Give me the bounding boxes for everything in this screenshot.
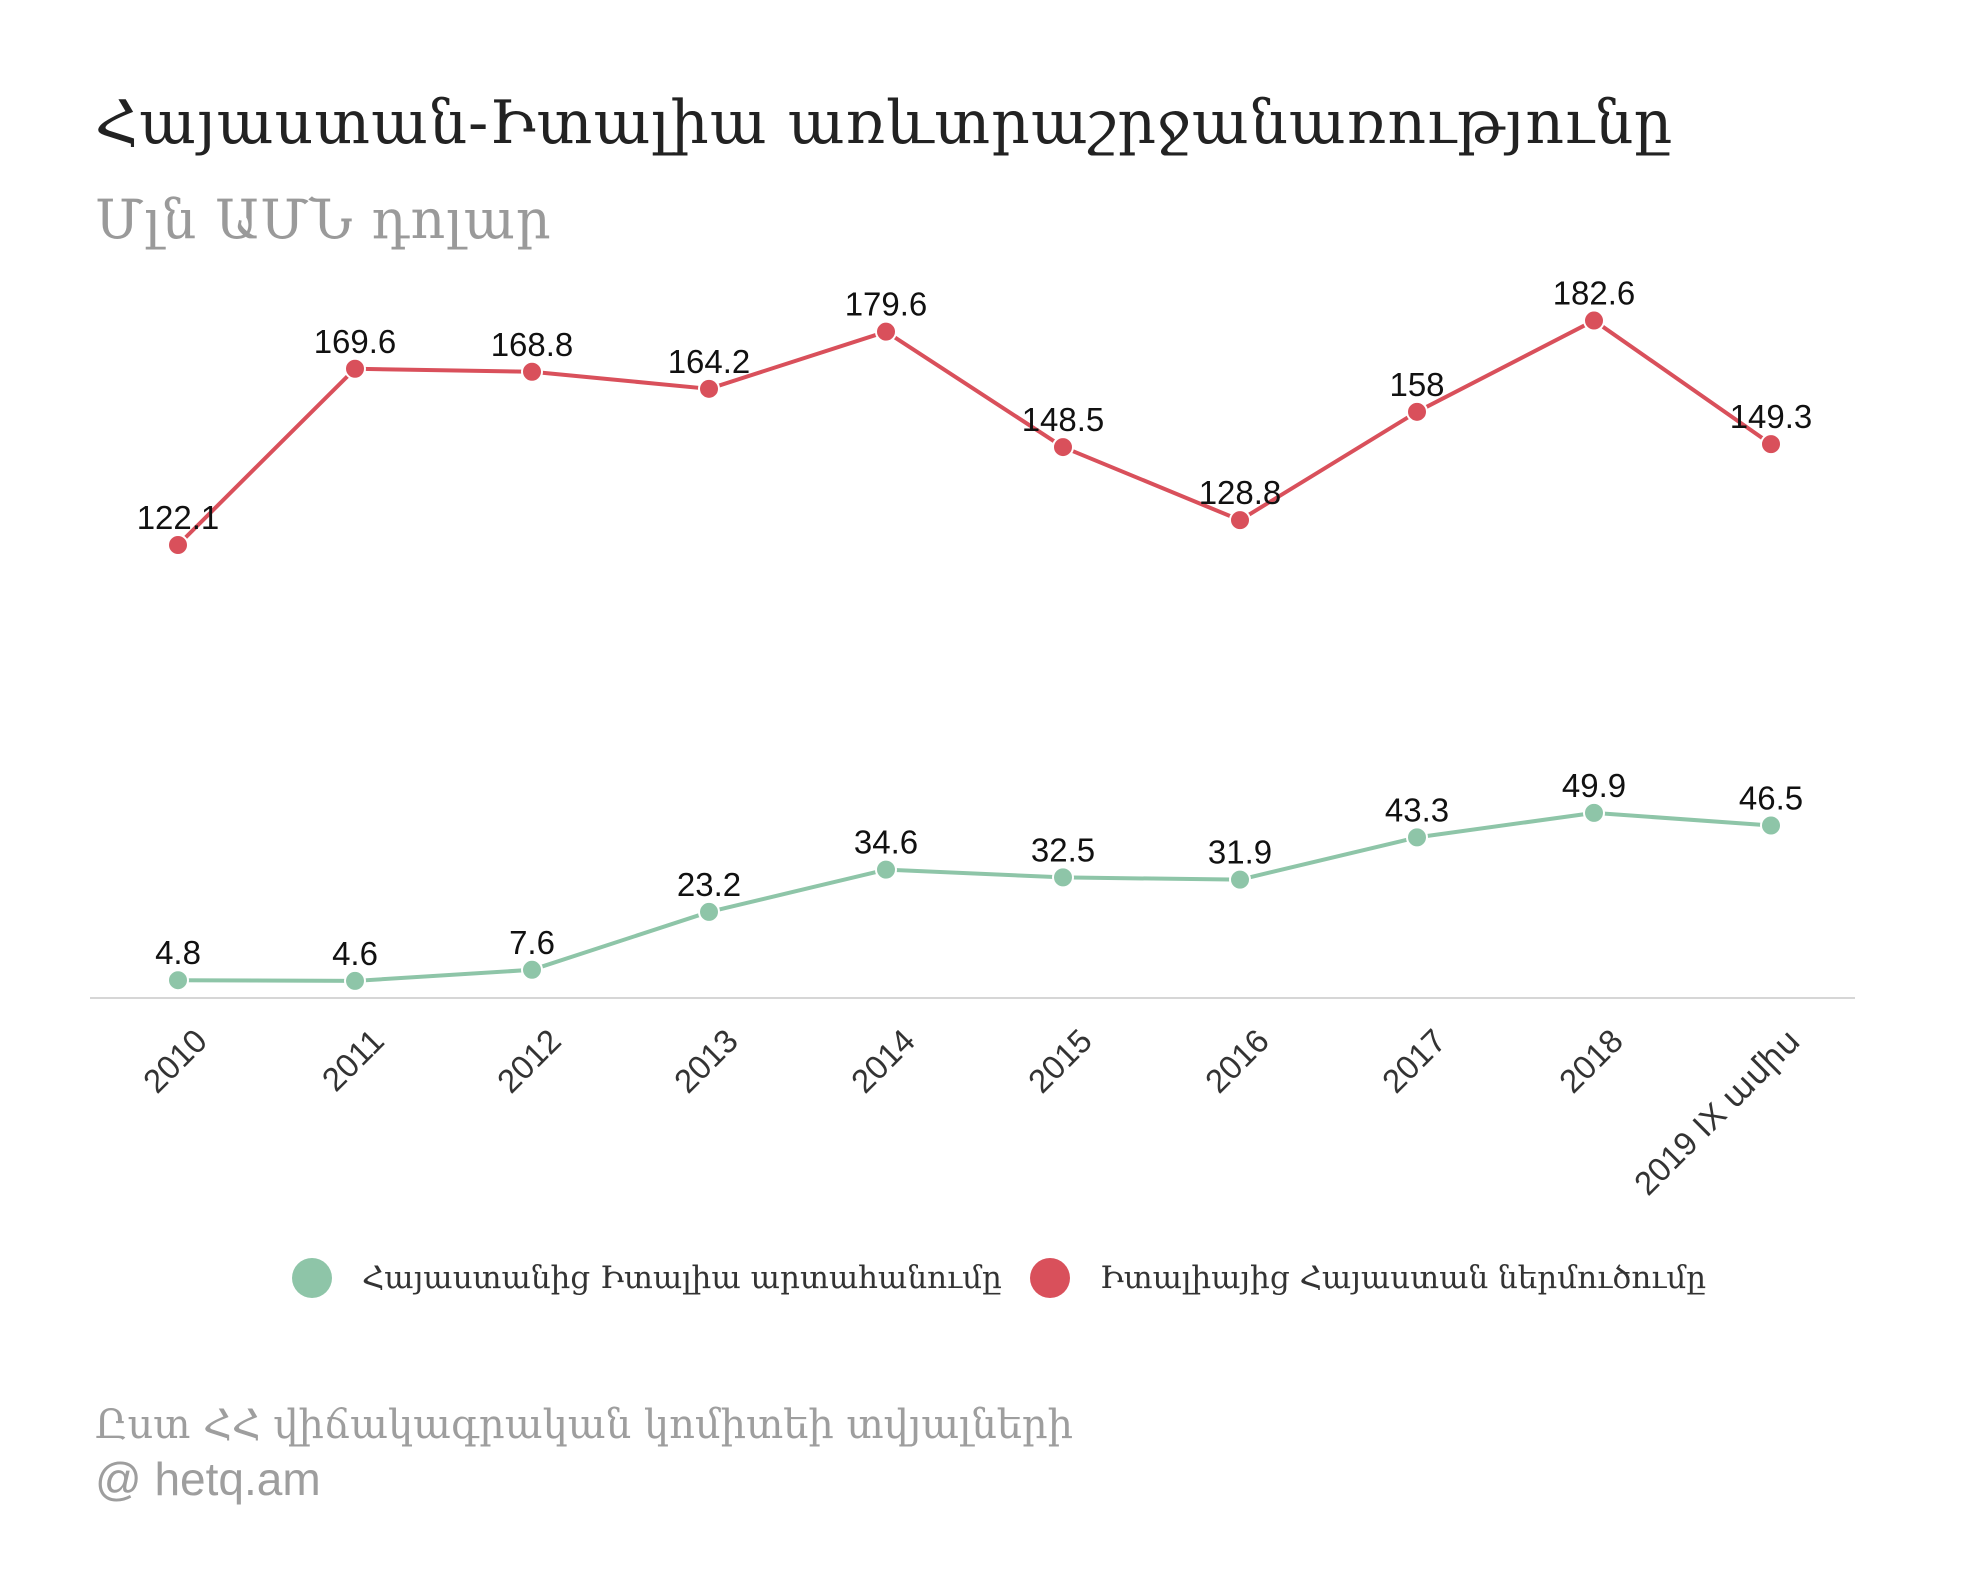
series-layer [167, 309, 1782, 992]
data-label-import: 122.1 [137, 499, 220, 536]
x-tick-label: 2013 [667, 1022, 745, 1100]
data-label-import: 182.6 [1553, 275, 1636, 312]
data-label-import: 179.6 [845, 286, 928, 323]
data-point-export[interactable] [167, 969, 189, 992]
data-label-import: 128.8 [1199, 474, 1282, 511]
data-label-export: 49.9 [1562, 767, 1626, 804]
data-label-export: 4.6 [332, 935, 378, 972]
data-point-export[interactable] [521, 958, 543, 981]
data-label-import: 164.2 [668, 343, 751, 380]
legend-swatch-export [292, 1258, 332, 1298]
data-label-layer: 4.8 4.6 7.6 23.2 34.6 32.5 31.9 43.3 49.9 46.5 122… [137, 275, 1813, 972]
legend-swatch-import [1029, 1258, 1070, 1298]
data-label-export: 4.8 [155, 934, 201, 971]
credit-link[interactable]: @ hetq.am [95, 1453, 321, 1505]
x-tick-label: 2010 [136, 1022, 214, 1100]
data-point-export[interactable] [875, 858, 897, 881]
x-tick-label: 2015 [1021, 1022, 1099, 1100]
legend-label-export: Հայաստանից Իտալիա արտահանումը [362, 1260, 1002, 1296]
data-label-export: 32.5 [1031, 831, 1095, 868]
x-tick-label: 2018 [1552, 1022, 1630, 1100]
data-label-import: 148.5 [1022, 401, 1105, 438]
data-point-import[interactable] [1760, 433, 1782, 456]
data-point-import[interactable] [698, 377, 720, 400]
data-label-export: 46.5 [1739, 779, 1803, 816]
data-label-import: 168.8 [491, 326, 574, 363]
data-point-import[interactable] [167, 534, 189, 557]
series-line-import [176, 318, 1773, 548]
chart-legend: Հայաստանից Իտալիա արտահանումը Իտալիայից … [292, 1255, 1734, 1301]
data-point-export[interactable] [1406, 826, 1428, 849]
data-label-import: 149.3 [1730, 398, 1813, 435]
data-label-export: 23.2 [677, 866, 741, 903]
x-tick-label: 2016 [1198, 1022, 1276, 1100]
data-point-export[interactable] [1229, 868, 1251, 891]
data-label-import: 158 [1389, 366, 1444, 403]
data-point-export[interactable] [1052, 866, 1074, 889]
x-tick-label: 2019 IX ամիս [1627, 1022, 1807, 1202]
data-label-export: 34.6 [854, 824, 918, 861]
legend-label-import: Իտալիայից Հայաստան ներմուծումը [1099, 1260, 1707, 1296]
x-tick-label: 2017 [1375, 1022, 1453, 1100]
x-tick-label: 2011 [315, 1022, 391, 1098]
data-point-import[interactable] [1406, 400, 1428, 423]
data-point-import[interactable] [1229, 509, 1251, 532]
data-point-export[interactable] [698, 900, 720, 923]
data-point-export[interactable] [344, 969, 366, 992]
data-point-export[interactable] [1760, 814, 1782, 837]
data-point-import[interactable] [1583, 309, 1605, 332]
data-label-export: 31.9 [1208, 834, 1272, 871]
legend-item-import[interactable]: Իտալիայից Հայաստան ներմուծումը [1029, 1258, 1707, 1298]
series-line-export [176, 810, 1773, 983]
data-point-import[interactable] [521, 360, 543, 383]
x-tick-label: 2014 [844, 1022, 922, 1100]
data-point-import[interactable] [1052, 436, 1074, 459]
data-point-export[interactable] [1583, 801, 1605, 824]
legend-item-export[interactable]: Հայաստանից Իտալիա արտահանումը [292, 1258, 1002, 1298]
data-point-import[interactable] [344, 357, 366, 380]
x-tick-label: 2012 [490, 1022, 568, 1100]
data-label-export: 43.3 [1385, 791, 1449, 828]
x-tick-layer: 2010 2011 2012 2013 2014 2015 2016 2017 20182019… [136, 1022, 1807, 1202]
chart-subtitle: Մլն ԱՄՆ դոլար [95, 188, 552, 251]
data-label-export: 7.6 [509, 924, 555, 961]
chart-title: Հայաստան-Իտալիա առևտրաշրջանառությունը [95, 88, 1674, 158]
data-label-import: 169.6 [314, 323, 397, 360]
data-point-import[interactable] [875, 320, 897, 343]
source-note: Ըստ ՀՀ վիճակագրական կոմիտեի տվյալների [95, 1402, 1074, 1448]
